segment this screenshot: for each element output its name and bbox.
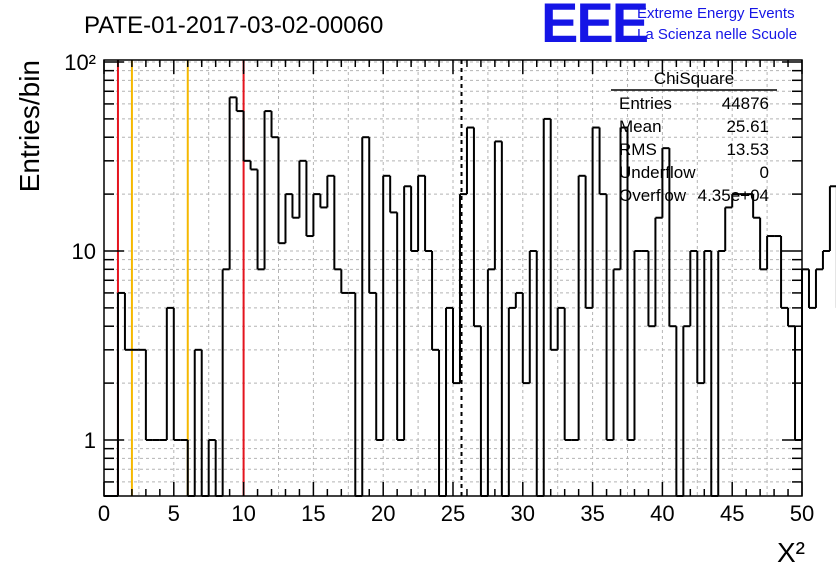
logo-line-1: Extreme Energy Events bbox=[637, 5, 795, 22]
stats-value: 25.61 bbox=[726, 117, 769, 136]
x-tick-label: 30 bbox=[511, 501, 535, 526]
stats-label: RMS bbox=[619, 140, 657, 159]
x-tick-label: 20 bbox=[371, 501, 395, 526]
threshold-lines bbox=[116, 60, 463, 496]
stats-title: ChiSquare bbox=[654, 69, 734, 88]
stats-box: ChiSquare Entries 44876 Mean 25.61 RMS 13.53 Un… bbox=[611, 69, 777, 205]
chart-title: PATE-01-2017-03-02-00060 bbox=[84, 12, 383, 39]
x-axis-label: X² bbox=[777, 537, 805, 568]
logo-line-2: La Scienza nelle Scuole bbox=[637, 26, 797, 43]
x-tick-label: 35 bbox=[580, 501, 604, 526]
stats-value: 0 bbox=[760, 163, 769, 182]
stats-label: Underflow bbox=[619, 163, 696, 182]
stats-value: 4.35e+04 bbox=[698, 186, 769, 205]
stats-label: Mean bbox=[619, 117, 662, 136]
eee-logo: EEE Extreme Energy Events La Scienza nel… bbox=[541, 0, 797, 54]
x-tick-label: 25 bbox=[441, 501, 465, 526]
logo-mark: EEE bbox=[541, 0, 648, 54]
stats-value: 44876 bbox=[722, 94, 769, 113]
x-tick-label: 10 bbox=[231, 501, 255, 526]
x-tick-label: 5 bbox=[168, 501, 180, 526]
stats-label: Entries bbox=[619, 94, 672, 113]
histogram bbox=[104, 96, 836, 497]
x-tick-label: 0 bbox=[98, 501, 110, 526]
stats-value: 13.53 bbox=[726, 140, 769, 159]
y-tick-label: 10 bbox=[72, 239, 96, 264]
x-tick-label: 50 bbox=[790, 501, 814, 526]
x-tick-label: 45 bbox=[720, 501, 744, 526]
y-axis-label: Entries/bin bbox=[14, 60, 45, 192]
y-tick-label: 1 bbox=[84, 428, 96, 453]
y-tick-label: 10² bbox=[64, 50, 96, 75]
x-tick-label: 40 bbox=[650, 501, 674, 526]
axis-ticks: 0 5 10 15 20 25 30 35 40 45 50 1 10 10² bbox=[64, 50, 814, 526]
stats-label: Overflow bbox=[619, 186, 687, 205]
x-tick-label: 15 bbox=[301, 501, 325, 526]
